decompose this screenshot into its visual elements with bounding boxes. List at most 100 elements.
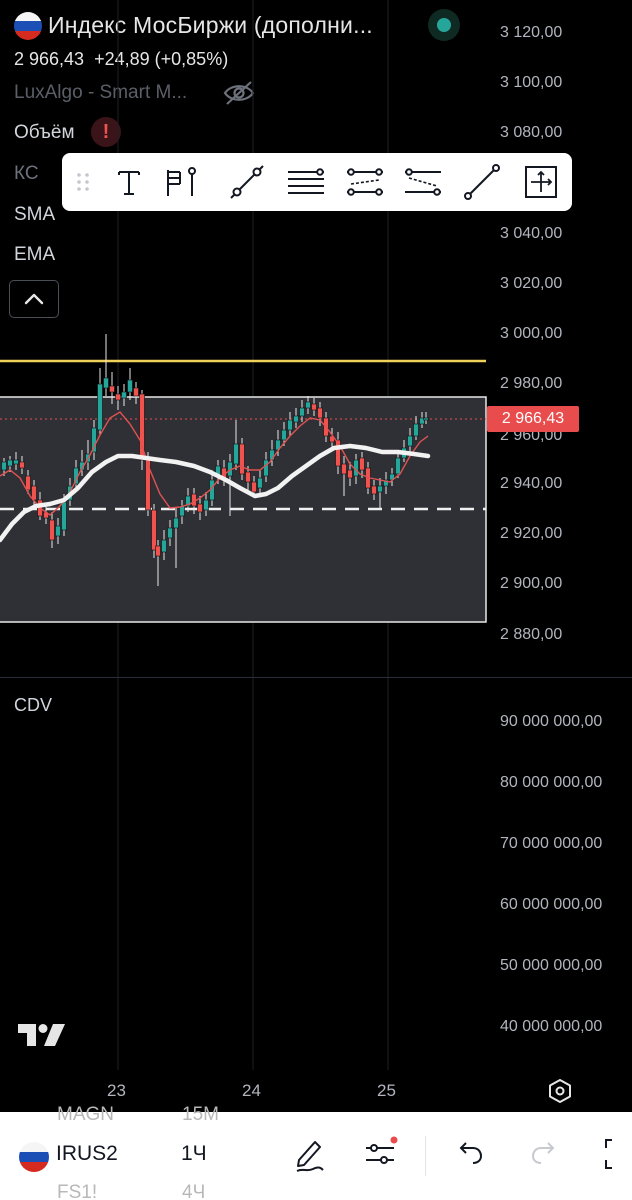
cdv-axis-label: 90 000 000,00 <box>500 713 603 730</box>
current-price-badge: 2 966,43 <box>487 406 579 432</box>
candle-body <box>203 499 209 511</box>
candle-body <box>371 485 377 495</box>
undo-icon[interactable] <box>449 1134 489 1174</box>
drawing-pen-icon[interactable] <box>289 1134 329 1174</box>
drag-handle-icon[interactable] <box>64 162 104 202</box>
candle-body <box>383 479 389 487</box>
candle-body <box>25 475 31 491</box>
slow-ma-line <box>0 443 431 543</box>
candle-body <box>413 423 419 437</box>
candle-body <box>97 383 103 431</box>
candle-body <box>115 393 121 401</box>
time-axis-label: 25 <box>377 1081 396 1100</box>
candle-body <box>55 525 61 537</box>
price-summary: 2 966,43 +24,89 (+0,85%) <box>14 49 228 70</box>
indicator-ema[interactable]: EMA <box>14 244 56 265</box>
candle-body <box>151 509 157 551</box>
candle-body <box>91 427 97 453</box>
candle-body <box>109 385 115 393</box>
candles-group <box>1 334 429 586</box>
regression-channel-icon[interactable] <box>403 162 443 202</box>
cdv-axis-label: 80 000 000,00 <box>500 774 603 791</box>
ghost-symbol-above: MAGN <box>57 1104 114 1125</box>
candle-body <box>257 477 263 489</box>
trend-line-icon[interactable] <box>227 162 267 202</box>
candle-body <box>419 417 425 425</box>
indicator-luxalgo[interactable]: LuxAlgo - Smart M... <box>14 82 188 103</box>
indicators-settings-icon[interactable] <box>360 1134 400 1174</box>
candle-body <box>299 407 305 417</box>
anchored-note-icon[interactable] <box>160 162 200 202</box>
cdv-axis-label: 70 000 000,00 <box>500 835 603 852</box>
fast-ma-line <box>0 411 429 516</box>
candle-body <box>245 471 251 483</box>
candle-body <box>239 443 245 475</box>
market-status-icon[interactable] <box>428 9 460 41</box>
candle-body <box>49 519 55 541</box>
candle-body <box>121 391 127 399</box>
candle-body <box>133 387 139 397</box>
price-change: +24,89 (+0,85%) <box>94 49 229 69</box>
price-axis-label: 3 080,00 <box>500 124 563 141</box>
candle-body <box>167 527 173 539</box>
russia-flag-icon <box>14 12 42 40</box>
price-axis-label: 3 020,00 <box>500 275 563 292</box>
tradingview-logo-icon <box>18 1024 65 1046</box>
text-tool-icon[interactable] <box>109 162 149 202</box>
parallel-channel-icon[interactable] <box>345 162 385 202</box>
candle-body <box>127 379 133 393</box>
redo-icon[interactable] <box>525 1134 565 1174</box>
candle-body <box>395 457 401 475</box>
time-axis-label: 23 <box>107 1081 126 1100</box>
price-axis-label: 2 980,00 <box>500 375 563 392</box>
indicator-sma[interactable]: SMA <box>14 204 56 225</box>
fullscreen-icon[interactable] <box>596 1134 632 1174</box>
cdv-axis-label: 40 000 000,00 <box>500 1018 603 1035</box>
candle-body <box>317 407 323 419</box>
price-axis-label: 2 920,00 <box>500 525 563 542</box>
symbol-title[interactable]: Индекс МосБиржи (дополни... <box>48 12 373 38</box>
price-axis-label: 3 040,00 <box>500 225 563 242</box>
ray-icon[interactable] <box>462 162 502 202</box>
drawing-toolbar <box>62 153 572 211</box>
candle-body <box>359 457 365 471</box>
price-axis-label: 2 900,00 <box>500 575 563 592</box>
candle-body <box>61 501 67 531</box>
candle-body <box>173 517 179 529</box>
candle-body <box>185 495 191 507</box>
candle-body <box>161 539 167 553</box>
price-axis-label: 2 880,00 <box>500 626 563 643</box>
candle-body <box>13 459 19 465</box>
cdv-axis-label: 60 000 000,00 <box>500 896 603 913</box>
candle-body <box>335 439 341 467</box>
error-alert-icon[interactable]: ! <box>91 117 121 147</box>
pane-divider[interactable] <box>0 677 632 678</box>
candle-body <box>423 417 429 421</box>
candle-body <box>197 503 203 513</box>
symbol-selector[interactable]: IRUS2 <box>56 1142 118 1165</box>
bottom-toolbar: MAGN FS1! 15М 4Ч IRUS2 1Ч <box>0 1104 632 1200</box>
collapse-legend-button[interactable] <box>9 280 59 318</box>
price-axis-label: 3 000,00 <box>500 325 563 342</box>
candle-body <box>7 459 13 467</box>
last-price: 2 966,43 <box>14 49 85 69</box>
candle-body <box>287 419 293 431</box>
cdv-axis-label: 50 000 000,00 <box>500 957 603 974</box>
indicator-volume[interactable]: Объём <box>14 122 75 143</box>
indicator-kc[interactable]: КС <box>14 163 39 184</box>
price-axis-label: 2 940,00 <box>500 475 563 492</box>
candle-body <box>103 377 109 389</box>
timeframe-selector[interactable]: 1Ч <box>181 1142 207 1165</box>
toolbar-separator <box>425 1136 426 1176</box>
ghost-symbol-below: FS1! <box>57 1182 98 1200</box>
chevron-up-icon <box>24 293 44 305</box>
price-chart[interactable] <box>0 0 490 1080</box>
measure-icon[interactable] <box>521 162 561 202</box>
price-axis-label: 3 120,00 <box>500 24 563 41</box>
candle-body <box>281 429 287 441</box>
settings-hexagon-icon[interactable] <box>546 1077 574 1105</box>
candle-body <box>251 481 257 493</box>
horizontal-lines-icon[interactable] <box>286 162 326 202</box>
cdv-label[interactable]: CDV <box>14 695 53 715</box>
candle-body <box>407 435 413 447</box>
